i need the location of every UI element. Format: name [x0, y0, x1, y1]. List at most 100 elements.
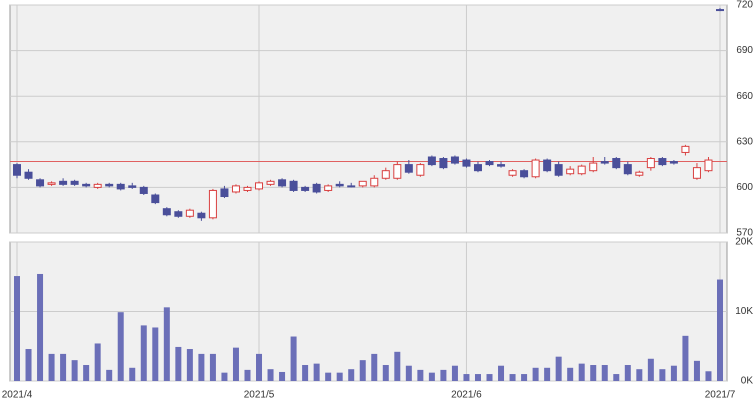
candle-body: [70, 180, 79, 185]
bar: [336, 372, 343, 381]
candle-body: [381, 170, 390, 179]
candle-body: [266, 180, 275, 185]
y-tick-label: 570: [736, 228, 753, 239]
candle-body: [600, 161, 609, 164]
candle-body: [393, 164, 402, 179]
bar: [578, 363, 585, 381]
candle-body: [358, 180, 367, 187]
candle-body: [485, 161, 494, 166]
candle-body: [370, 177, 379, 187]
bar: [486, 374, 493, 381]
candle-body: [24, 171, 33, 179]
bar: [567, 367, 574, 381]
candle-body: [231, 185, 240, 193]
candle-body: [59, 180, 68, 185]
candle-body: [716, 9, 724, 12]
bar: [394, 351, 401, 381]
bar: [463, 374, 470, 381]
candle-body: [473, 164, 482, 172]
candle-body: [36, 179, 45, 187]
bar: [256, 353, 263, 381]
candle-body: [543, 159, 552, 172]
plot-area: [9, 4, 728, 234]
candle-body: [220, 188, 229, 198]
bar: [244, 369, 251, 381]
y-tick-label: 0K: [741, 376, 754, 387]
bar: [140, 325, 147, 381]
candle-body: [93, 183, 102, 188]
candle-body: [589, 162, 598, 172]
candle-body: [174, 211, 183, 217]
bar: [117, 312, 124, 381]
bar: [613, 374, 620, 381]
y-tick-label: 20K: [735, 237, 753, 248]
bar: [83, 365, 90, 381]
candle-body: [335, 183, 344, 187]
bar: [509, 374, 516, 381]
candle-body: [82, 183, 91, 187]
candle-body: [577, 165, 586, 175]
candle-body: [566, 168, 575, 175]
candle-body: [151, 194, 160, 204]
candle-body: [289, 180, 298, 191]
candle-body: [404, 164, 413, 173]
bar: [348, 369, 355, 381]
candle-body: [531, 159, 540, 178]
candle-body: [116, 183, 125, 190]
candle-body: [508, 170, 517, 176]
candle-body: [623, 164, 632, 175]
candle-body: [105, 183, 114, 187]
bar: [290, 336, 297, 381]
candle-body: [197, 212, 206, 219]
candle-body: [681, 145, 690, 153]
y-tick-label: 720: [736, 0, 753, 11]
bar: [382, 365, 389, 381]
candle-body: [278, 179, 287, 187]
bar: [71, 360, 78, 381]
bar: [106, 369, 113, 381]
candle-body: [312, 183, 321, 193]
bar: [682, 335, 689, 381]
y-tick-label: 10K: [735, 306, 753, 317]
candle-body: [497, 164, 506, 167]
bar: [693, 360, 700, 381]
candle-body: [162, 208, 171, 216]
candle-body: [450, 156, 459, 164]
bar: [198, 353, 205, 381]
bar: [474, 374, 481, 381]
bar: [636, 369, 643, 381]
bar: [14, 276, 20, 381]
bar: [232, 347, 239, 381]
bar: [94, 343, 101, 381]
bar: [428, 372, 435, 381]
bar: [601, 365, 608, 381]
bar: [590, 365, 597, 381]
bar: [555, 356, 562, 381]
candle-body: [185, 209, 194, 217]
bar: [624, 365, 631, 381]
bar: [152, 327, 159, 381]
candle-body: [416, 164, 425, 176]
candle-body: [658, 158, 667, 166]
bar: [48, 353, 55, 381]
bar: [371, 353, 378, 381]
y-tick-label: 660: [736, 91, 753, 102]
bar: [717, 279, 723, 381]
candle-body: [669, 161, 678, 164]
bar: [221, 372, 228, 381]
bar: [647, 358, 654, 381]
candle-body: [704, 159, 713, 172]
candle-body: [462, 159, 471, 167]
bar: [163, 307, 170, 381]
bar: [359, 360, 366, 381]
bar: [186, 349, 193, 381]
candle-body: [439, 158, 448, 169]
bar: [544, 367, 551, 381]
candle-body: [324, 185, 333, 191]
bar: [129, 367, 136, 381]
bar: [267, 369, 274, 381]
x-tick-label: 2021/6: [451, 390, 482, 400]
bar: [670, 365, 677, 381]
